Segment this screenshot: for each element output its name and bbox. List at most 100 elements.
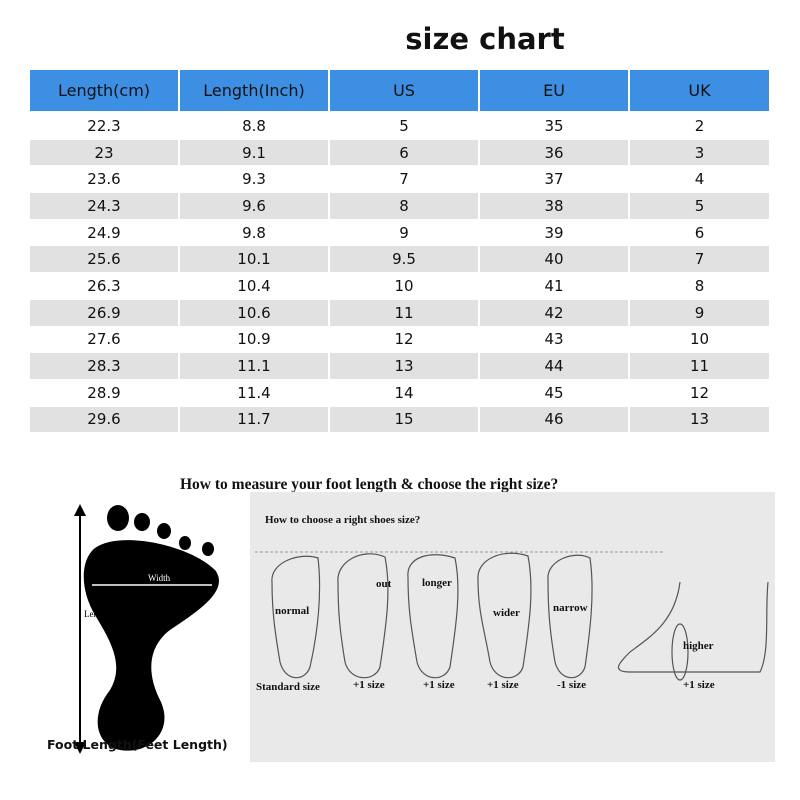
table-cell: 28.9	[30, 380, 178, 407]
table-row: 29.6 11.7 15 46 13	[30, 406, 771, 434]
foot-size: +1 size	[353, 679, 385, 691]
table-cell: 3	[630, 139, 769, 167]
table-cell: 14	[330, 380, 478, 407]
foot-size: -1 size	[557, 679, 587, 691]
table-cell: 9.5	[330, 246, 478, 274]
foot-label: normal	[275, 605, 310, 617]
foot-caption: Foot Length(Feet Length)	[47, 737, 228, 752]
table-cell: 10.1	[180, 246, 328, 274]
table-row: 23.6 9.3 7 37 4	[30, 166, 771, 194]
table-cell: 6	[330, 139, 478, 167]
table-cell: 5	[330, 113, 478, 140]
table-row: 28.3 11.1 13 44 11	[30, 353, 771, 380]
table-row: 23 9.1 6 36 3	[30, 139, 771, 167]
table-cell: 42	[480, 299, 628, 327]
table-cell: 9.3	[180, 166, 328, 194]
foot-label: higher	[683, 640, 714, 652]
table-cell: 41	[480, 273, 628, 300]
size-table: Length(cm) Length(Inch) US EU UK 22.3 8.8…	[30, 70, 771, 434]
table-cell: 44	[480, 353, 628, 380]
table-cell: 10	[330, 273, 478, 300]
table-cell: 4	[630, 166, 769, 194]
header-cell: EU	[480, 70, 628, 112]
table-cell: 8	[330, 193, 478, 220]
table-cell: 24.9	[30, 220, 178, 247]
foot-label: wider	[493, 607, 520, 619]
table-cell: 38	[480, 193, 628, 220]
header-cell: US	[330, 70, 478, 112]
foot-size: Standard size	[256, 681, 320, 693]
foot-size: +1 size	[683, 679, 715, 691]
table-cell: 2	[630, 113, 769, 140]
table-cell: 7	[630, 246, 769, 274]
table-cell: 46	[480, 406, 628, 434]
table-row: 26.9 10.6 11 42 9	[30, 299, 771, 327]
table-row: 28.9 11.4 14 45 12	[30, 380, 771, 407]
foot-label: out	[376, 578, 392, 590]
table-cell: 7	[330, 166, 478, 194]
table-cell: 8	[630, 273, 769, 300]
table-cell: 26.9	[30, 299, 178, 327]
table-cell: 6	[630, 220, 769, 247]
table-row: 27.6 10.9 12 43 10	[30, 327, 771, 354]
table-cell: 9.1	[180, 139, 328, 167]
table-cell: 28.3	[30, 353, 178, 380]
table-row: 25.6 10.1 9.5 40 7	[30, 246, 771, 274]
foot-label: narrow	[553, 602, 588, 614]
table-cell: 11.1	[180, 353, 328, 380]
header-cell: UK	[630, 70, 769, 112]
table-cell: 11.4	[180, 380, 328, 407]
table-cell: 23.6	[30, 166, 178, 194]
table-cell: 22.3	[30, 113, 178, 140]
table-cell: 37	[480, 166, 628, 194]
table-cell: 11	[630, 353, 769, 380]
table-row: 26.3 10.4 10 41 8	[30, 273, 771, 300]
table-cell: 11.7	[180, 406, 328, 434]
header-cell: Length(Inch)	[180, 70, 328, 112]
table-cell: 10.9	[180, 327, 328, 354]
length-label: Length	[84, 609, 110, 619]
choose-size-panel: How to choose a right shoes size? normal…	[250, 492, 775, 762]
table-cell: 36	[480, 139, 628, 167]
table-row: 24.3 9.6 8 38 5	[30, 193, 771, 220]
table-cell: 40	[480, 246, 628, 274]
measure-heading: How to measure your foot length & choose…	[180, 476, 559, 493]
foot-icon: Width Length	[74, 504, 219, 754]
table-cell: 13	[630, 406, 769, 434]
table-row: 22.3 8.8 5 35 2	[30, 113, 771, 140]
table-header: Length(cm) Length(Inch) US EU UK	[30, 70, 771, 112]
table-cell: 43	[480, 327, 628, 354]
page-title: size chart	[405, 22, 565, 56]
table-cell: 12	[630, 380, 769, 407]
table-cell: 9.6	[180, 193, 328, 220]
table-cell: 11	[330, 299, 478, 327]
table-cell: 9.8	[180, 220, 328, 247]
table-cell: 45	[480, 380, 628, 407]
width-label: Width	[148, 573, 171, 583]
table-cell: 10.6	[180, 299, 328, 327]
table-cell: 9	[630, 299, 769, 327]
foot-size: +1 size	[423, 679, 455, 691]
table-cell: 9	[330, 220, 478, 247]
table-cell: 10.4	[180, 273, 328, 300]
table-cell: 10	[630, 327, 769, 354]
choose-heading: How to choose a right shoes size?	[265, 514, 421, 526]
foot-label: longer	[422, 577, 452, 589]
foot-size: +1 size	[487, 679, 519, 691]
table-cell: 8.8	[180, 113, 328, 140]
table-cell: 5	[630, 193, 769, 220]
table-cell: 26.3	[30, 273, 178, 300]
table-cell: 27.6	[30, 327, 178, 354]
table-cell: 25.6	[30, 246, 178, 274]
table-cell: 23	[30, 139, 178, 167]
table-cell: 39	[480, 220, 628, 247]
feet-outline-icon	[255, 551, 769, 681]
table-cell: 13	[330, 353, 478, 380]
header-cell: Length(cm)	[30, 70, 178, 112]
table-cell: 24.3	[30, 193, 178, 220]
table-cell: 15	[330, 406, 478, 434]
table-cell: 35	[480, 113, 628, 140]
table-cell: 12	[330, 327, 478, 354]
table-row: 24.9 9.8 9 39 6	[30, 220, 771, 247]
table-cell: 29.6	[30, 406, 178, 434]
